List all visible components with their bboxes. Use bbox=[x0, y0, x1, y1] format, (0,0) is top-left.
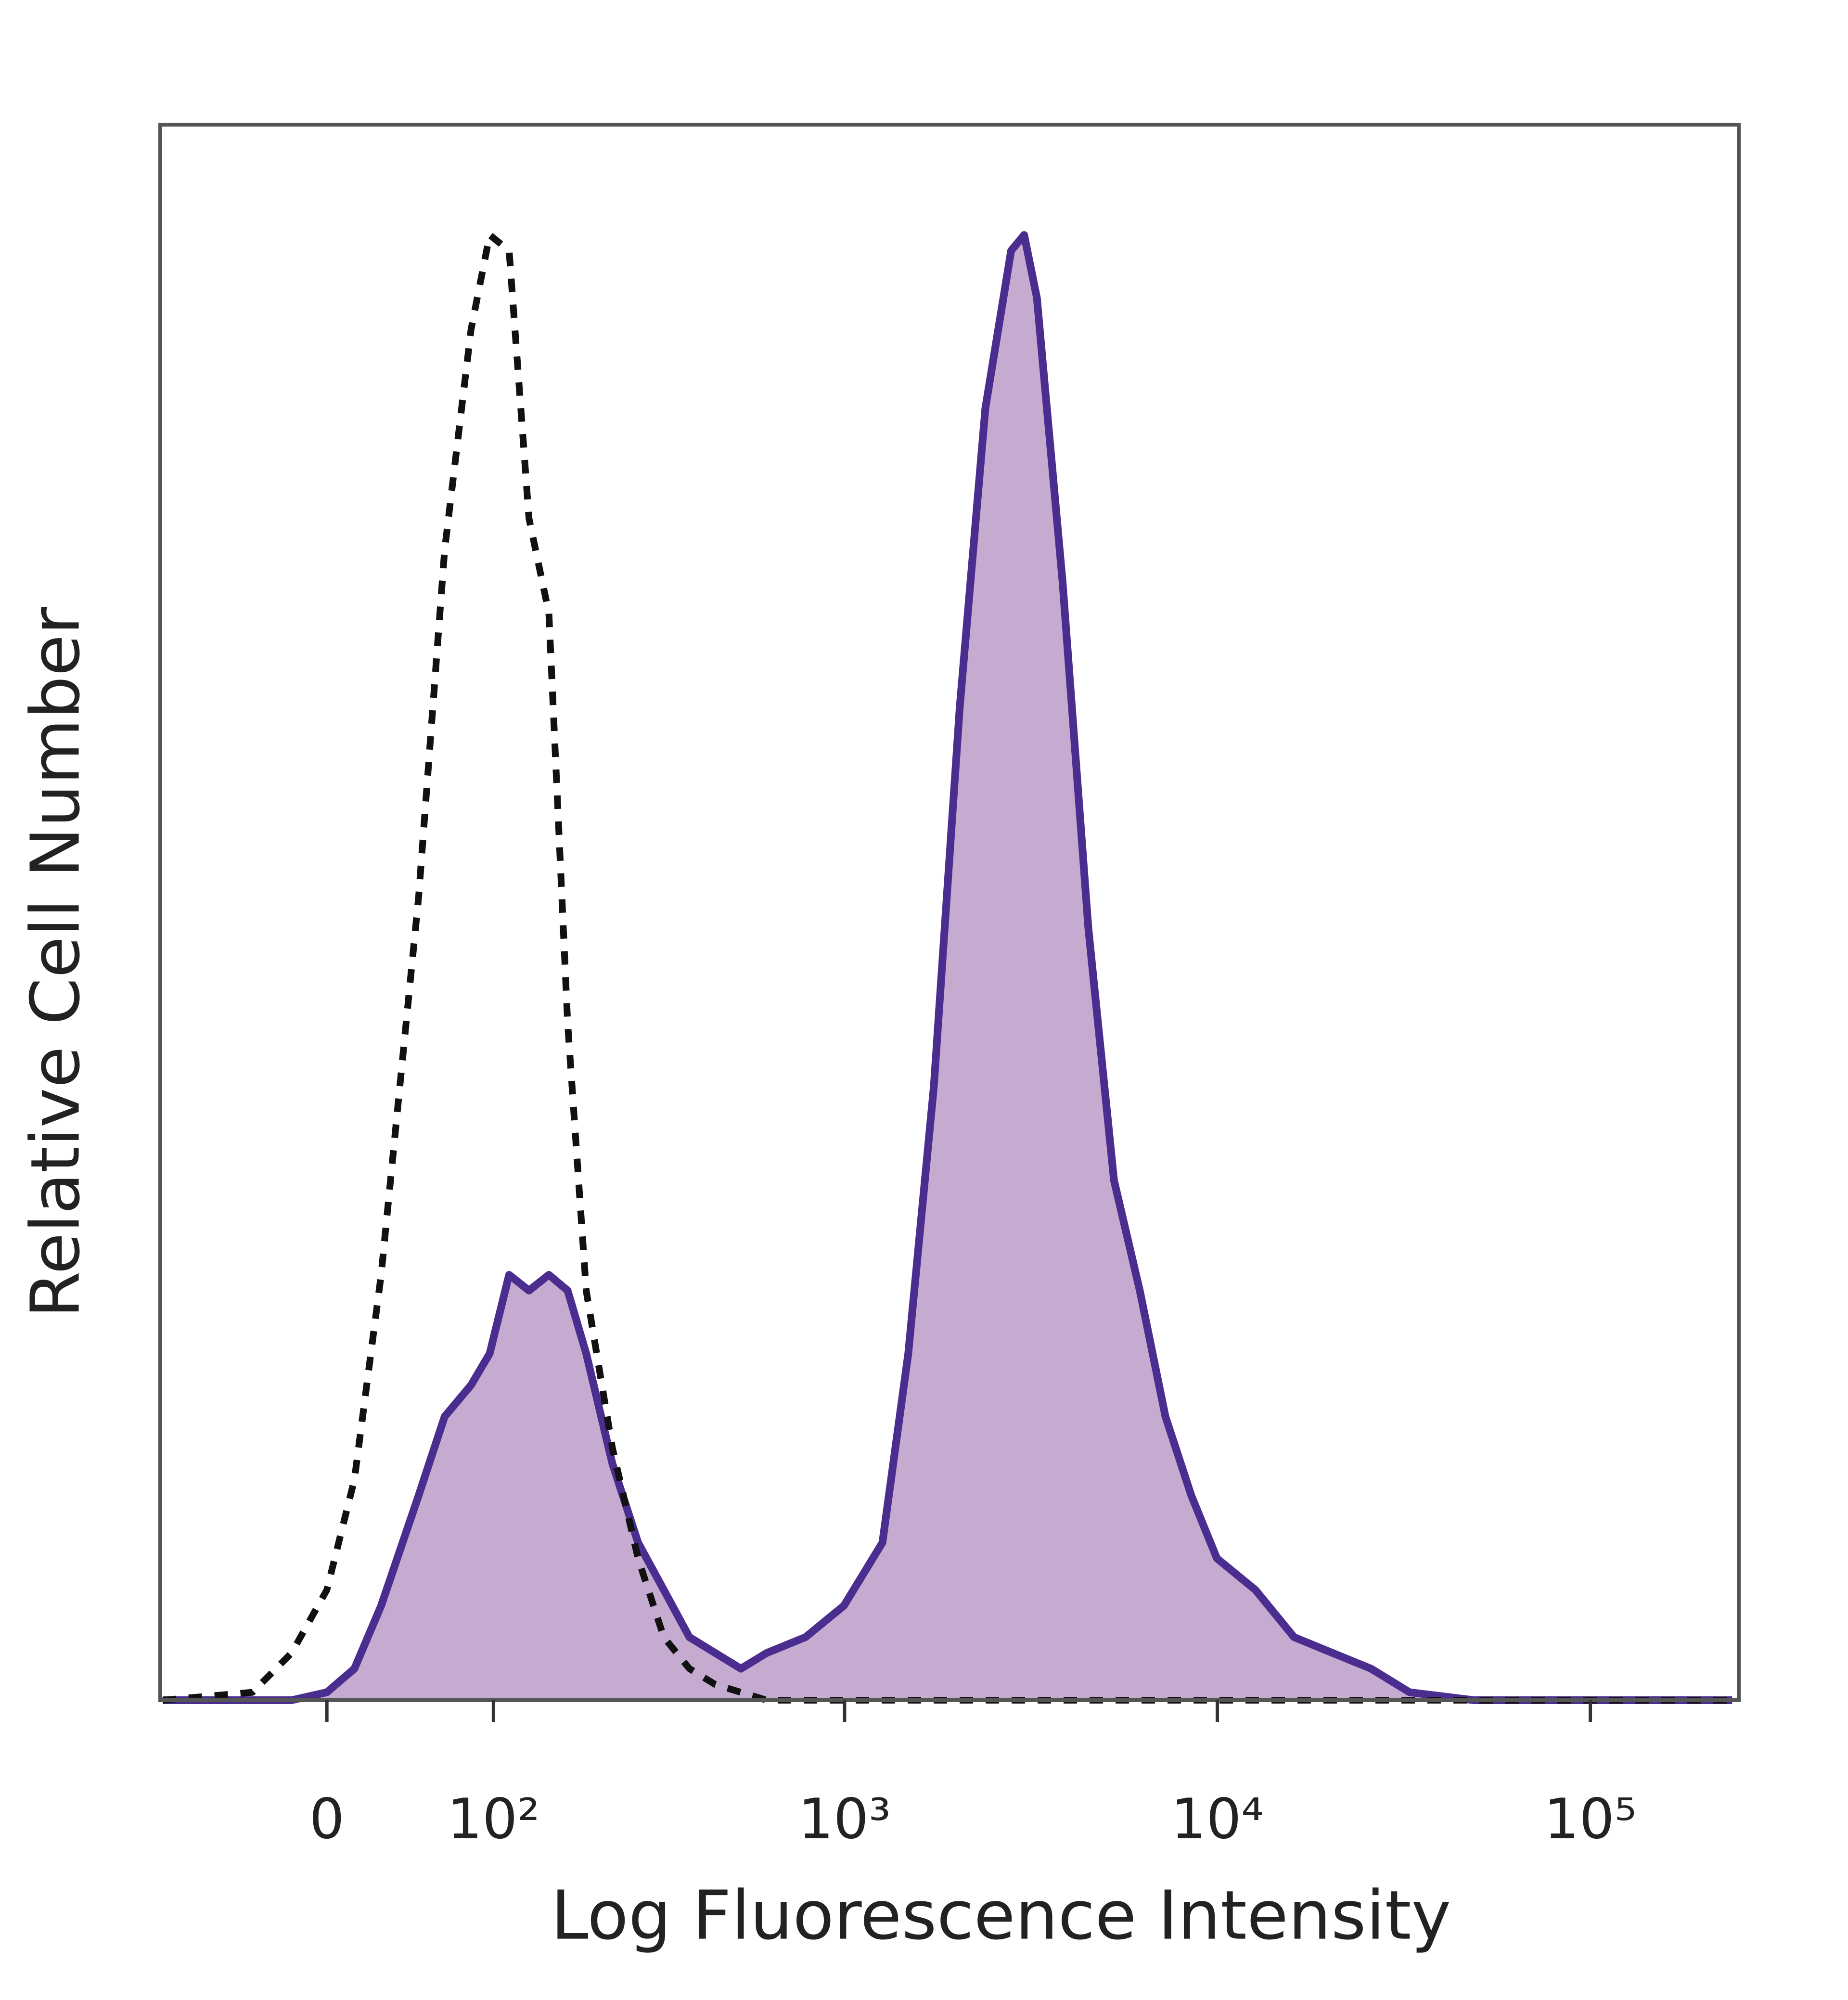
x-axis-title: Log Fluorescence Intensity bbox=[551, 1877, 1451, 1955]
x-tick-label: 10³ bbox=[798, 1787, 891, 1852]
x-tick-label: 10⁵ bbox=[1544, 1787, 1636, 1852]
plot-frame bbox=[158, 123, 1741, 1702]
x-tick-label: 10⁴ bbox=[1171, 1787, 1263, 1852]
y-axis-title: Relative Cell Number bbox=[17, 607, 95, 1318]
histogram-area bbox=[163, 235, 1732, 1701]
histogram-line bbox=[163, 231, 1732, 1704]
x-tick-label: 0 bbox=[309, 1787, 345, 1852]
x-tick-label: 10² bbox=[447, 1787, 539, 1852]
